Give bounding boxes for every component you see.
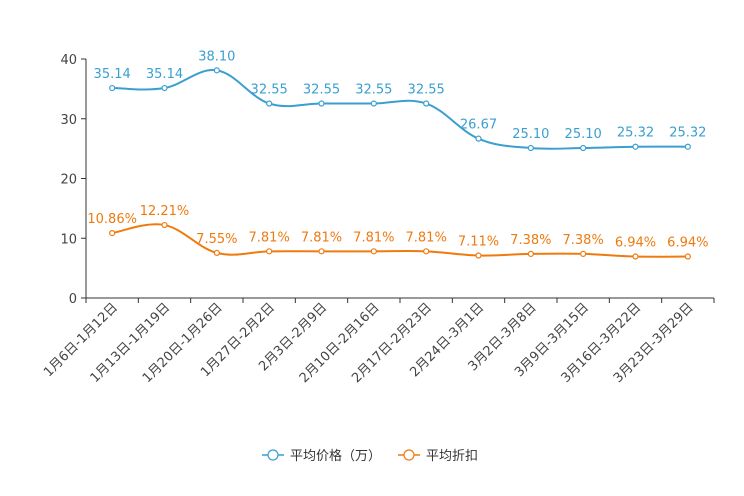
data-point-price[interactable]: [109, 84, 116, 92]
data-point-discount[interactable]: [632, 253, 639, 260]
series-layer: [109, 67, 691, 260]
data-label-discount: 7.55%: [196, 232, 237, 247]
legend-item-price[interactable]: 平均价格（万）: [262, 448, 381, 464]
data-label-discount: 7.81%: [301, 230, 342, 245]
data-point-discount[interactable]: [161, 221, 168, 229]
data-point-price[interactable]: [318, 100, 325, 107]
data-point-discount[interactable]: [580, 250, 587, 258]
data-label-discount: 7.81%: [353, 230, 394, 245]
legend-label: 平均折扣: [426, 449, 478, 464]
data-label-price: 32.55: [355, 83, 392, 98]
axes-layer: 0 10 20 30 40: [60, 53, 715, 307]
y-tick-label: 10: [60, 232, 77, 247]
data-label-discount: 6.94%: [615, 236, 656, 251]
data-label-price: 25.32: [617, 126, 654, 141]
data-label-price: 25.32: [669, 126, 706, 141]
data-point-price[interactable]: [580, 144, 587, 152]
legend-marker-icon: [403, 449, 415, 461]
data-label-price: 32.55: [408, 83, 445, 98]
y-tick-label: 40: [60, 53, 77, 68]
data-label-price: 35.14: [146, 67, 183, 82]
x-tick-labels: 1月6日-1月12日1月13日-1月19日1月20日-1月26日1月27日-2月…: [41, 300, 697, 386]
data-label-discount: 7.38%: [563, 233, 604, 248]
data-label-price: 25.10: [512, 127, 549, 142]
data-point-price[interactable]: [370, 100, 377, 107]
data-label-discount: 6.94%: [667, 236, 708, 251]
data-label-discount: 10.86%: [87, 212, 137, 227]
data-label-discount: 7.38%: [510, 233, 551, 248]
data-label-price: 32.55: [251, 83, 288, 98]
data-label-price: 35.14: [94, 67, 131, 82]
data-label-discount: 7.81%: [406, 230, 447, 245]
data-label-price: 26.67: [460, 118, 497, 133]
data-point-discount[interactable]: [684, 253, 691, 260]
data-point-discount[interactable]: [109, 230, 116, 237]
data-point-price[interactable]: [161, 84, 168, 92]
data-point-discount[interactable]: [318, 248, 325, 255]
y-tick-label: 0: [69, 292, 77, 307]
y-tick-label: 30: [60, 113, 77, 128]
data-label-price: 38.10: [198, 49, 235, 64]
data-point-price[interactable]: [527, 144, 534, 152]
y-tick-label: 20: [60, 173, 77, 188]
data-point-discount[interactable]: [213, 249, 220, 256]
data-point-price[interactable]: [475, 135, 482, 142]
data-point-price[interactable]: [213, 67, 220, 74]
data-point-discount[interactable]: [475, 252, 482, 259]
legend-item-discount[interactable]: 平均折扣: [398, 449, 478, 464]
data-point-discount[interactable]: [266, 248, 273, 255]
data-labels-layer: 35.14 35.14 38.10 32.55 32.55 32.55 32.55 26.67…: [87, 49, 708, 250]
data-label-discount: 7.81%: [249, 230, 290, 245]
data-point-price[interactable]: [266, 100, 273, 107]
data-point-discount[interactable]: [370, 248, 377, 255]
data-point-price[interactable]: [684, 143, 691, 150]
data-point-discount[interactable]: [527, 250, 534, 258]
series-line-discount: [111, 223, 688, 258]
legend-label: 平均价格（万）: [290, 448, 381, 464]
data-label-discount: 7.11%: [458, 235, 499, 250]
data-label-price: 25.10: [565, 127, 602, 142]
data-label-discount: 12.21%: [140, 204, 190, 219]
legend-marker-icon: [267, 449, 279, 461]
data-point-discount[interactable]: [423, 248, 430, 255]
data-label-price: 32.55: [303, 83, 340, 98]
data-point-price[interactable]: [632, 143, 639, 150]
data-point-price[interactable]: [423, 100, 430, 107]
legend[interactable]: 平均价格（万） 平均折扣: [262, 448, 478, 464]
